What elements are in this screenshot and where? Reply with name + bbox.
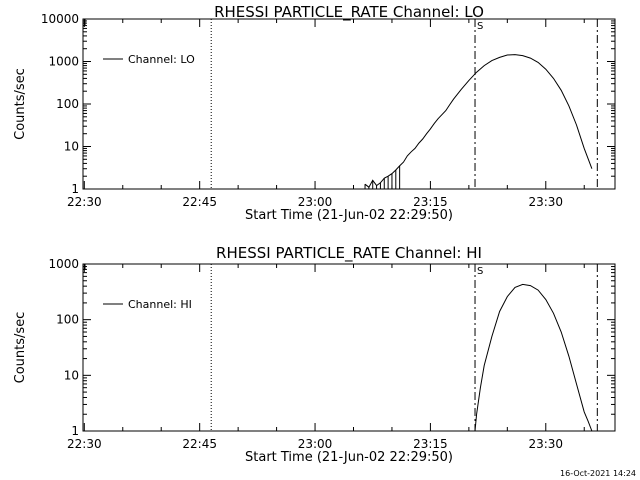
- y-tick-label: 1: [71, 182, 79, 196]
- x-tick-label: 23:15: [413, 437, 448, 451]
- x-axis-label: Start Time (21-Jun-02 22:29:50): [245, 208, 453, 223]
- x-tick-label: 22:30: [67, 195, 102, 209]
- series-line: [474, 283, 596, 432]
- x-tick-label: 23:30: [528, 195, 563, 209]
- panel-hi: RHESSI PARTICLE_RATE Channel: HI 1 10 100 10…: [13, 244, 616, 465]
- y-tick-label: 10: [64, 368, 79, 382]
- y-axis-label: Counts/sec: [13, 312, 28, 384]
- x-tick-label: 23:15: [413, 195, 448, 209]
- y-tick-label: 100: [56, 313, 79, 327]
- y-tick-label: 1000: [48, 55, 79, 69]
- y-tick-label: 1000: [48, 257, 79, 271]
- plot-frame: [82, 263, 616, 432]
- y-axis-label: Counts/sec: [13, 68, 28, 140]
- panel-lo: RHESSI PARTICLE_RATE Channel: LO 1 10 100 10…: [13, 3, 616, 223]
- chart-title: RHESSI PARTICLE_RATE Channel: LO: [214, 3, 484, 22]
- y-tick-label: 10000: [41, 12, 79, 26]
- x-tick-label: 23:00: [298, 437, 333, 451]
- legend-label: Channel: LO: [128, 53, 195, 66]
- y-tick-label: 100: [56, 97, 79, 111]
- marker-label: S: [477, 266, 483, 277]
- y-tick-label: 10: [64, 140, 79, 154]
- x-tick-label: 23:00: [298, 195, 333, 209]
- legend-label: Channel: HI: [128, 298, 192, 311]
- x-tick-label: 22:30: [67, 437, 102, 451]
- x-axis-label: Start Time (21-Jun-02 22:29:50): [245, 450, 453, 465]
- plot-frame: [82, 18, 616, 190]
- y-tick-label: 1: [71, 424, 79, 438]
- chart-title: RHESSI PARTICLE_RATE Channel: HI: [216, 244, 482, 263]
- x-tick-label: 23:30: [528, 437, 563, 451]
- x-tick-label: 22:45: [182, 195, 217, 209]
- x-tick-label: 22:45: [182, 437, 217, 451]
- footer-timestamp: 16-Oct-2021 14:24: [560, 469, 636, 478]
- marker-label: S: [477, 21, 483, 32]
- series-line: [364, 54, 593, 188]
